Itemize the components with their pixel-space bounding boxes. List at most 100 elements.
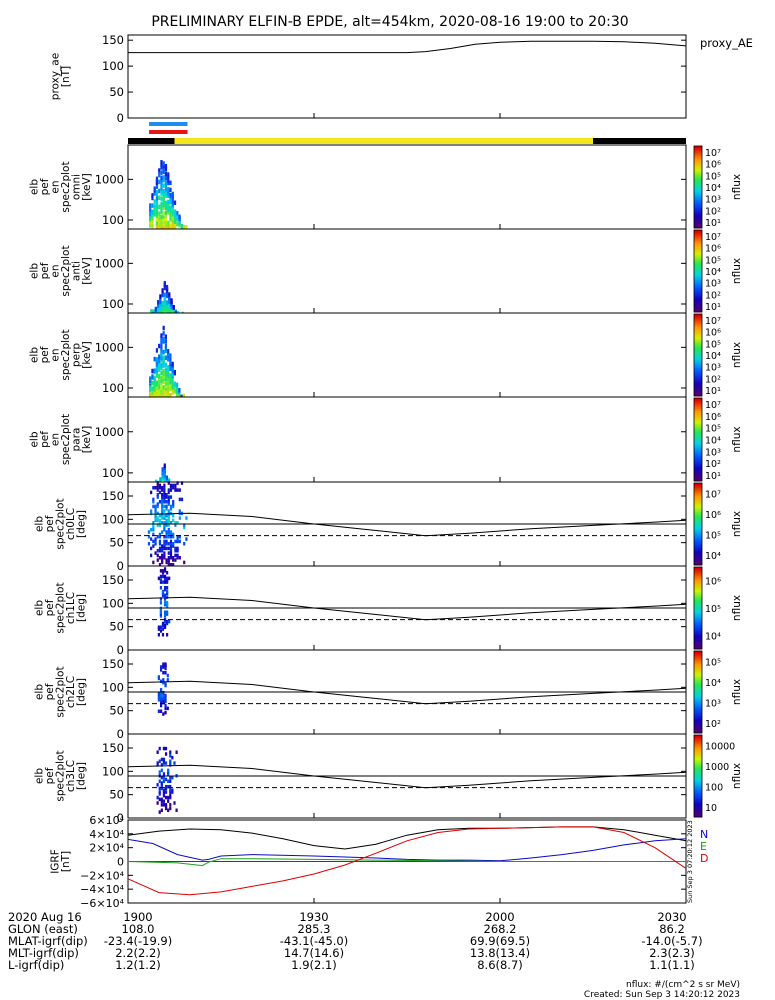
heat-cell [155, 195, 159, 201]
colorbar-cell [694, 152, 702, 155]
colorbar-cell [694, 540, 702, 543]
heat-cell [159, 294, 162, 299]
heat-cell [156, 493, 159, 497]
igrf-series-D [127, 826, 687, 896]
heat-cell [152, 500, 155, 504]
heat-cell [164, 790, 168, 794]
colorbar-cell [694, 433, 702, 436]
heat-cell [160, 188, 163, 194]
heat-cell [159, 665, 163, 669]
heat-cell [159, 578, 163, 582]
heat-cell [160, 385, 163, 391]
ephem-value: 268.2 [484, 922, 517, 936]
ylabel-line: en [49, 264, 61, 277]
heat-cell [152, 544, 155, 548]
heat-cell [167, 357, 170, 362]
heat-cell [180, 497, 184, 502]
colorbar-cell [694, 739, 702, 742]
heat-cell [178, 535, 181, 539]
heat-cell [160, 170, 163, 175]
colorbar-cell [694, 642, 702, 646]
heat-cell [167, 521, 170, 525]
ylabel-line: [deg] [76, 594, 88, 622]
heat-cell [171, 383, 174, 389]
heat-cell [155, 217, 159, 222]
colorbar-cell [694, 794, 702, 797]
colorbar-tick-label: 10⁴ [705, 631, 721, 642]
colorbar-cell [694, 250, 702, 254]
ylabel-line: elb [34, 600, 46, 616]
heat-cell [160, 375, 163, 381]
heat-cell [176, 556, 179, 560]
heat-cell [163, 504, 166, 509]
colorbar-cell [694, 287, 702, 290]
heat-cell [160, 783, 163, 787]
heat-cell [160, 160, 163, 165]
heat-cell [163, 593, 167, 598]
flag-marker [149, 122, 188, 126]
colorbar-cell [694, 350, 702, 354]
heat-cell [163, 521, 166, 525]
heat-cell [170, 298, 173, 303]
heat-cell [160, 786, 163, 791]
heat-cell [159, 668, 163, 672]
colorbar-cell [694, 759, 702, 763]
heat-cell [160, 178, 163, 183]
heat-cell [171, 755, 174, 760]
heat-cell [162, 761, 166, 765]
heat-cell [166, 619, 169, 624]
ylabel-line: elb [34, 516, 46, 532]
heat-cell [160, 350, 163, 356]
heat-cell [169, 393, 172, 398]
colorbar-tick-label: 10¹ [705, 218, 721, 229]
colorbar-cell [694, 669, 702, 672]
ytick-label: 100 [102, 764, 124, 778]
ylabel-line: elb [34, 768, 46, 784]
heat-cell [158, 354, 161, 359]
heat-cell [159, 690, 163, 695]
colorbar-cell [694, 193, 702, 196]
ytick-label: 50 [109, 536, 124, 550]
orbit-segment [128, 138, 175, 144]
ylabel-line: spec2plot [60, 414, 72, 465]
ylabel-line: [deg] [76, 678, 88, 706]
ylabel-line: para [70, 428, 82, 452]
heat-cell [162, 788, 166, 793]
heat-cell [152, 539, 155, 544]
heat-cell [169, 759, 172, 764]
heat-cell [168, 576, 171, 581]
heat-cell [158, 384, 161, 389]
heat-cell [163, 556, 166, 560]
heat-cell [176, 386, 179, 392]
panel-igrf: 6×10⁴4×10⁴2×10⁴0−2×10⁴−4×10⁴−6×10⁴NEDSun… [80, 814, 708, 910]
ytick-label: 150 [102, 489, 124, 503]
colorbar-cell [694, 460, 702, 463]
heat-cell [156, 483, 159, 488]
heat-cell [160, 348, 163, 353]
heat-cell [160, 333, 163, 338]
heat-cell [162, 188, 165, 194]
colorbar-cell [694, 314, 702, 317]
heat-cell [162, 200, 165, 205]
colorbar-tick-label: 10⁶ [705, 510, 721, 521]
heat-cell [167, 772, 170, 776]
colorbar-cell [694, 454, 702, 457]
colorbar-cell [694, 236, 702, 239]
heat-cell [163, 303, 166, 308]
heat-cell [164, 752, 168, 756]
colorbar-cell [694, 599, 702, 603]
heat-cell [165, 560, 168, 565]
heat-cell [147, 530, 151, 534]
heat-cell [161, 546, 164, 551]
ytick-label: −2×10⁴ [80, 869, 124, 882]
heat-cell [161, 621, 165, 626]
ephem-value: -43.1(-45.0) [280, 934, 348, 948]
heat-cell [171, 788, 174, 793]
heat-cell [171, 201, 174, 207]
colorbar-cell [694, 608, 702, 611]
heat-cell [166, 610, 169, 614]
heat-cell [161, 504, 164, 509]
